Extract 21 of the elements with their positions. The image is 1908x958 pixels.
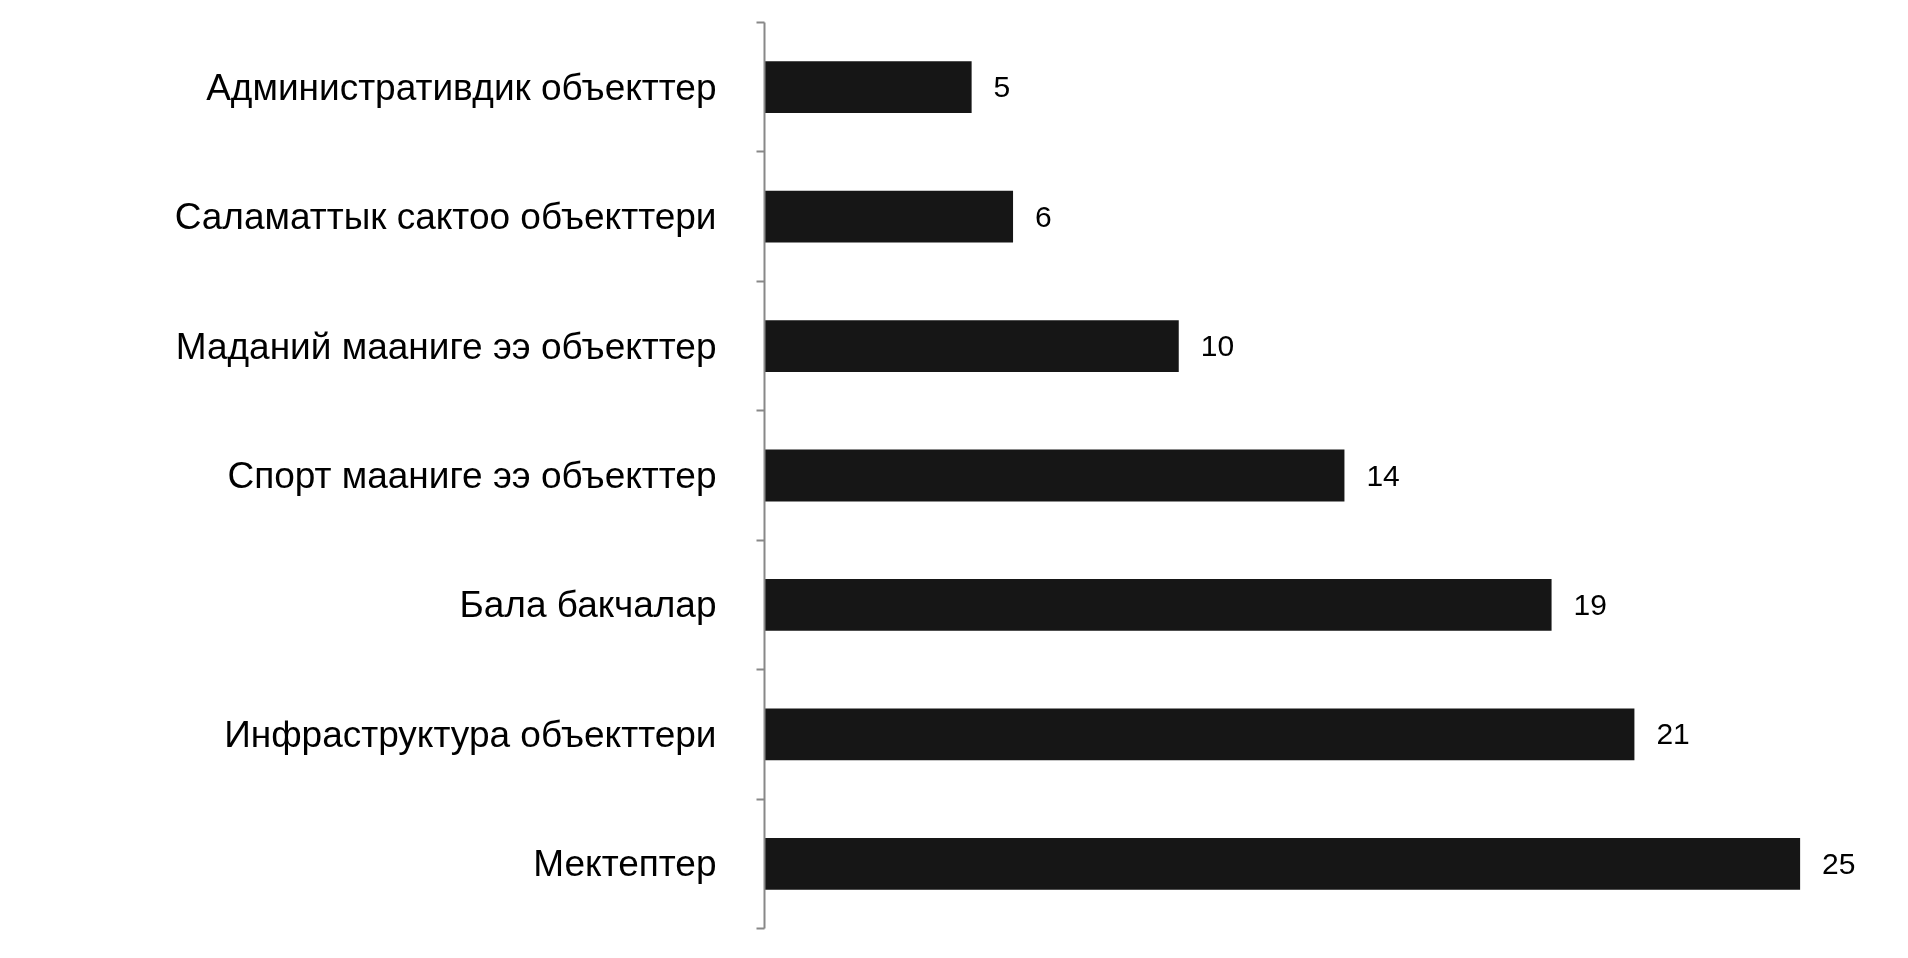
data-label: 25 <box>1822 846 1856 880</box>
bar <box>764 190 1014 243</box>
y-tick-label: Мектептер <box>533 843 717 885</box>
bar <box>764 579 1552 631</box>
data-label: 19 <box>1573 587 1607 621</box>
data-label: 14 <box>1366 458 1400 492</box>
bar <box>764 837 1801 890</box>
bar <box>764 61 972 114</box>
data-label: 21 <box>1656 717 1690 751</box>
y-tick-label: Маданий мааниге ээ объекттер <box>175 325 717 367</box>
y-tick-label: Бала бакчалар <box>459 584 717 626</box>
data-label: 6 <box>1035 199 1052 233</box>
bar <box>764 449 1345 502</box>
y-tick-label: Инфраструктура объекттери <box>224 713 717 755</box>
bar <box>764 320 1179 372</box>
y-tick-label: Саламаттык сактоо объекттери <box>174 196 717 238</box>
y-tick-label: Административдик объекттер <box>206 66 717 108</box>
data-label: 5 <box>993 70 1011 104</box>
bar <box>764 708 1635 761</box>
data-label: 10 <box>1200 329 1235 363</box>
y-tick-label: Спорт мааниге ээ объекттер <box>227 455 717 496</box>
